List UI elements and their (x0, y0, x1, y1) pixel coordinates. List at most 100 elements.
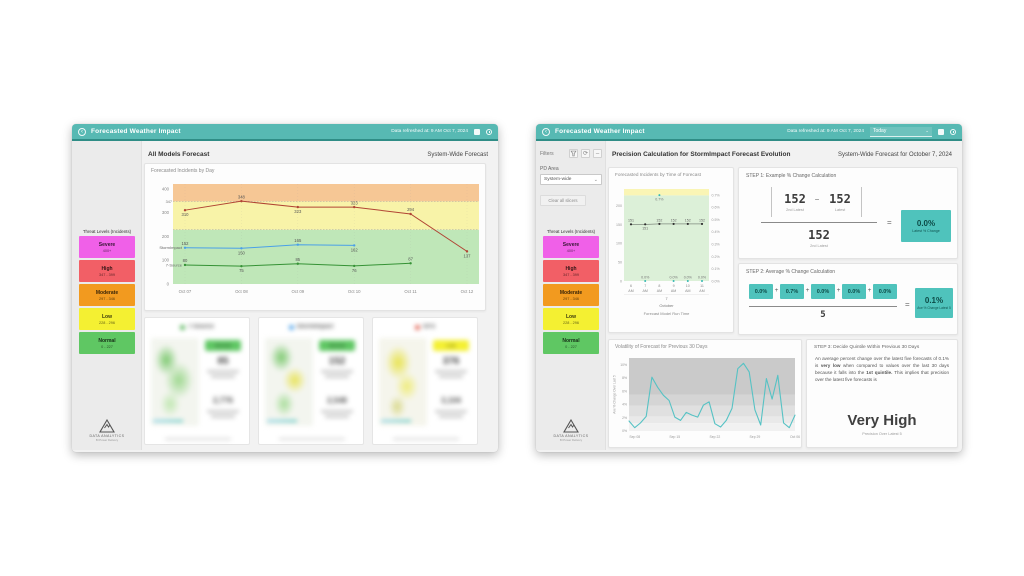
svg-text:October: October (659, 303, 674, 308)
by-time-chart-panel: Forecasted Incidents by Time of Forecast… (608, 167, 734, 333)
mountain-logo-icon (99, 419, 115, 433)
step2-term: 0.0% (811, 284, 835, 299)
threat-level-low: Low 228 - 296 (543, 308, 599, 330)
svg-text:Oct 10: Oct 10 (348, 289, 361, 294)
model-dot-icon (180, 324, 186, 330)
clock-icon[interactable] (486, 128, 492, 135)
step3-title: STEP 3: Decide Quintile Within Previous … (814, 345, 920, 350)
threat-level-range: 0 - 227 (565, 344, 577, 349)
threat-level-label: Low (102, 313, 112, 320)
svg-text:0.6%: 0.6% (712, 206, 721, 210)
svg-text:151: 151 (642, 227, 648, 231)
page-title: All Models Forecast (148, 151, 210, 158)
model-card-content: GFS Low 376 3,104 (373, 318, 477, 444)
svg-text:200: 200 (616, 204, 622, 208)
chart-title: Forecasted Incidents by Time of Forecast (615, 172, 701, 177)
volatility-line-chart: 0% 2% 4% 6% 8% 10% Ave % Change Over Last 5 Sep… (613, 358, 800, 439)
refresh-timestamp: Data refreshed at: 9 AM Oct 7, 2024 (391, 129, 468, 134)
step1-num2-label: Latest (834, 208, 846, 212)
threat-legend: Threat Levels (Incidents) Severe 400+ High… (72, 229, 142, 356)
left-titlebar: ‹ Forecasted Weather Impact Data refresh… (72, 124, 498, 141)
threat-level-moderate: Moderate 297 - 346 (79, 284, 135, 306)
svg-text:0.2%: 0.2% (712, 255, 721, 259)
back-icon[interactable]: ‹ (78, 127, 86, 136)
svg-text:0: 0 (167, 282, 170, 287)
threat-legend: Threat Levels (Incidents) Severe 400+ High… (536, 229, 606, 356)
svg-text:Sep 29: Sep 29 (750, 435, 761, 439)
forecast-value: 376 (442, 356, 460, 367)
threat-level-label: High (565, 265, 577, 272)
window-title: Forecasted Weather Impact (91, 128, 181, 135)
svg-text:165: 165 (294, 238, 302, 243)
map-scale-bar (267, 420, 297, 422)
map-scale-bar (153, 420, 183, 422)
by-time-scatter-chart: 0 50 100 150 200 0.7% 0.6% 0.5% 0.4% 0.3% 0.2% 0.1%… (616, 189, 721, 316)
step2-title: STEP 2: Average % Change Calculation (746, 269, 836, 275)
map-scale-bar (381, 420, 411, 422)
reset-filters-icon[interactable]: ⟳ (581, 149, 590, 158)
page-subtitle: System-Wide Forecast (427, 152, 488, 158)
pd-area-label: PD Area (540, 166, 559, 172)
chevron-down-icon: ⌄ (593, 176, 598, 183)
threat-legend-title: Threat Levels (Incidents) (546, 229, 596, 234)
model-card-content: StormImpact Normal 152 2,548 (259, 318, 363, 444)
filters-label: Filters (540, 150, 554, 157)
pd-area-value: System-wide (544, 177, 572, 182)
model-dot-icon (288, 324, 294, 330)
svg-text:0.0%: 0.0% (712, 279, 721, 283)
svg-text:10: 10 (686, 284, 690, 288)
threat-level-range: 297 - 346 (98, 296, 116, 301)
svg-text:150: 150 (238, 250, 246, 255)
svg-text:8%: 8% (622, 376, 627, 380)
svg-text:6: 6 (630, 284, 632, 288)
step2-term: 0.7% (780, 284, 804, 299)
abs-bar-left (771, 187, 772, 217)
pd-area-dropdown[interactable]: System-wide ⌄ (540, 174, 602, 185)
svg-text:Sep 08: Sep 08 (629, 435, 640, 439)
threat-level-label: Low (566, 313, 576, 320)
svg-text:0: 0 (620, 279, 622, 283)
svg-text:100: 100 (616, 242, 622, 246)
bookmark-icon[interactable] (938, 128, 944, 135)
service-area-map (151, 338, 199, 426)
card-caption-bar (279, 437, 345, 440)
svg-text:AM: AM (685, 289, 690, 293)
svg-text:0.4%: 0.4% (712, 230, 721, 234)
svg-text:152: 152 (656, 218, 662, 222)
date-range-dropdown[interactable]: Today ⌄ (870, 126, 932, 137)
threat-level-range: 228 - 296 (98, 320, 116, 325)
plus-operator: + (867, 287, 872, 294)
back-icon[interactable]: ‹ (542, 127, 550, 136)
bookmark-icon[interactable] (474, 128, 480, 135)
svg-text:Sep 22: Sep 22 (709, 435, 720, 439)
threat-level-label: Moderate (559, 289, 583, 296)
svg-text:Oct 09: Oct 09 (291, 289, 304, 294)
svg-text:323: 323 (351, 200, 359, 205)
svg-text:310: 310 (182, 212, 190, 217)
step2-term: 0.0% (842, 284, 866, 299)
svg-text:4%: 4% (622, 403, 627, 407)
clear-slicers-button[interactable]: Clear all slicers (540, 195, 586, 206)
model-name: StormImpact (296, 324, 334, 330)
svg-text:162: 162 (351, 247, 359, 252)
svg-text:0%: 0% (622, 429, 627, 433)
threat-level-range: 347 - 399 (98, 272, 116, 277)
page-subtitle: System-Wide Forecast for October 7, 2024 (837, 152, 952, 158)
collapse-filters-icon[interactable]: – (593, 149, 602, 158)
threat-level-range: 347 - 399 (562, 272, 580, 277)
volatility-chart-panel: Volatility of Forecast for Previous 30 D… (608, 339, 802, 448)
svg-text:75: 75 (239, 268, 244, 273)
svg-text:137: 137 (464, 253, 472, 258)
step1-result: 0.0% (916, 219, 936, 228)
model-name: 7-Source (188, 324, 214, 330)
plus-operator: + (805, 287, 810, 294)
clock-icon[interactable] (950, 128, 956, 135)
svg-text:400: 400 (162, 186, 170, 191)
filter-funnel-icon[interactable] (569, 149, 578, 158)
step1-num2: 152 (829, 192, 851, 206)
step1-title: STEP 1: Example % Change Calculation (746, 173, 837, 179)
model-dot-icon (414, 324, 420, 330)
svg-text:100: 100 (162, 258, 170, 263)
svg-text:Forecast Model Run Time: Forecast Model Run Time (644, 311, 691, 316)
